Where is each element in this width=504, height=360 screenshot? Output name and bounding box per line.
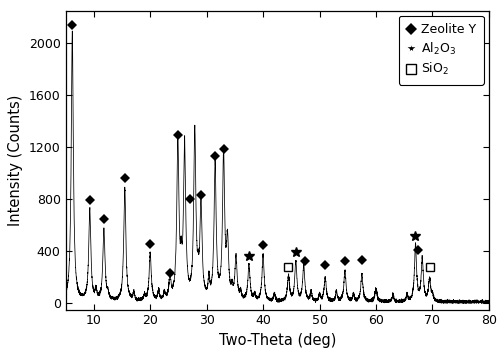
Y-axis label: Intensity (Counts): Intensity (Counts) bbox=[8, 95, 23, 226]
Legend: Zeolite Y, Al$_2$O$_3$, SiO$_2$: Zeolite Y, Al$_2$O$_3$, SiO$_2$ bbox=[399, 16, 484, 85]
X-axis label: Two-Theta (deg): Two-Theta (deg) bbox=[219, 333, 336, 348]
